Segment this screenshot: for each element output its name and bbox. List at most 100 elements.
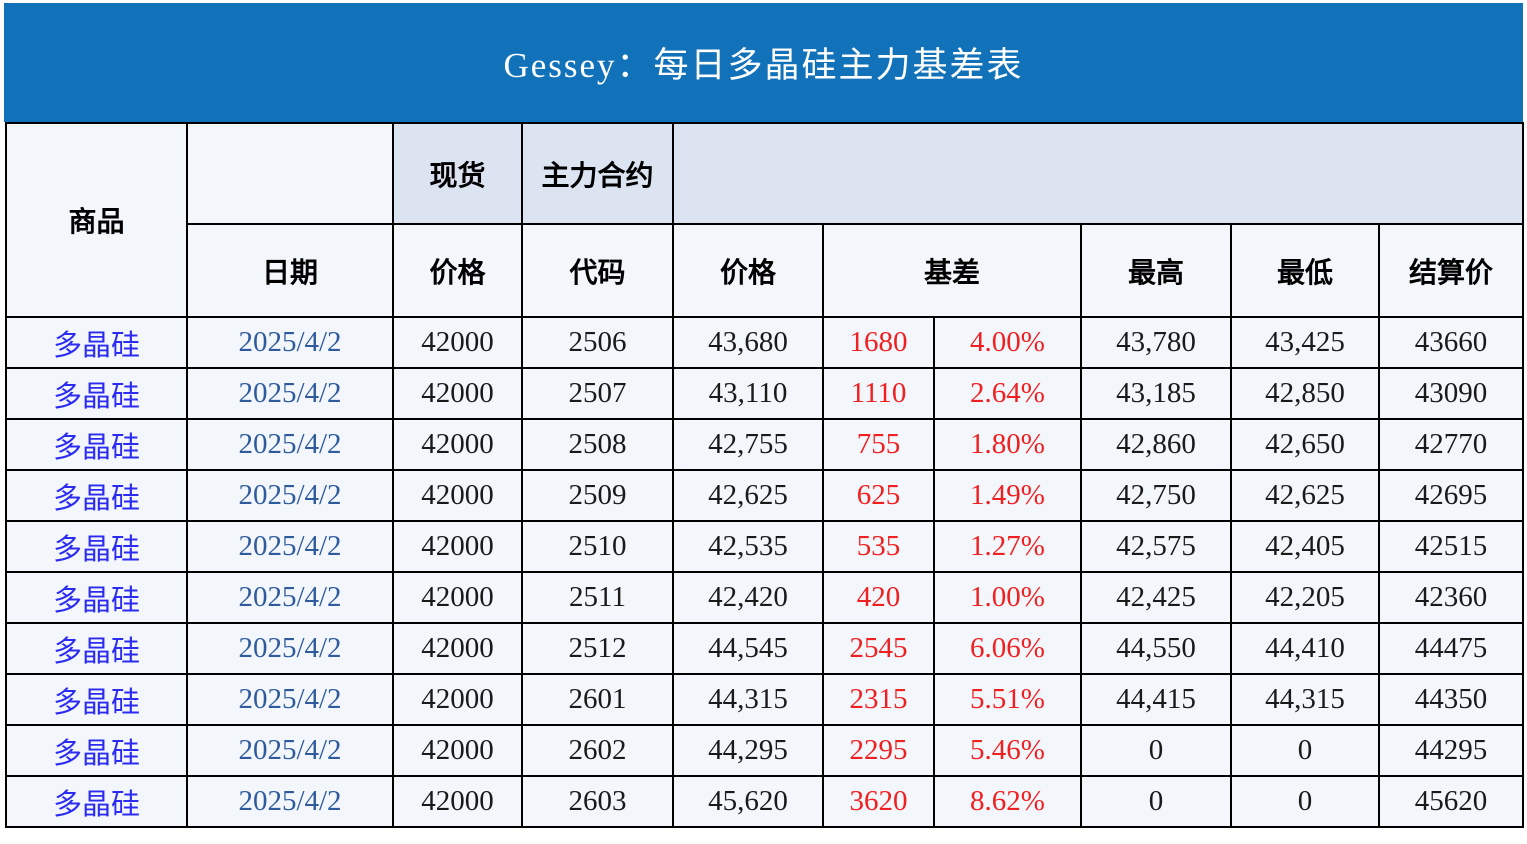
cell-commodity: 多晶硅 (5, 367, 188, 420)
cell-high: 44,415 (1080, 673, 1232, 726)
cell-basis: 1110 (822, 367, 935, 420)
table-row: 多晶硅 2025/4/2 42000 2509 42,625 625 1.49%… (5, 469, 1525, 522)
cell-spot-price: 42000 (392, 724, 523, 777)
cell-code: 2509 (521, 469, 674, 522)
cell-basis-pct: 6.06% (933, 622, 1082, 675)
table-row: 多晶硅 2025/4/2 42000 2507 43,110 1110 2.64… (5, 367, 1525, 420)
cell-low: 42,405 (1230, 520, 1380, 573)
table-row: 多晶硅 2025/4/2 42000 2506 43,680 1680 4.00… (5, 316, 1525, 369)
cell-high: 44,550 (1080, 622, 1232, 675)
cell-code: 2512 (521, 622, 674, 675)
cell-high: 42,425 (1080, 571, 1232, 624)
cell-high: 43,185 (1080, 367, 1232, 420)
cell-high: 42,575 (1080, 520, 1232, 573)
cell-commodity: 多晶硅 (5, 775, 188, 828)
cell-basis-pct: 1.00% (933, 571, 1082, 624)
cell-low: 0 (1230, 775, 1380, 828)
cell-code: 2507 (521, 367, 674, 420)
cell-high: 0 (1080, 775, 1232, 828)
cell-high: 43,780 (1080, 316, 1232, 369)
cell-basis: 2295 (822, 724, 935, 777)
cell-spot-price: 42000 (392, 316, 523, 369)
header-spot-price: 价格 (392, 223, 523, 318)
cell-price: 43,110 (672, 367, 824, 420)
cell-basis-pct: 1.49% (933, 469, 1082, 522)
cell-low: 43,425 (1230, 316, 1380, 369)
cell-settlement: 43090 (1377, 367, 1525, 420)
cell-spot-price: 42000 (392, 418, 523, 471)
header-code: 代码 (521, 223, 674, 318)
cell-date: 2025/4/2 (186, 469, 394, 522)
header-settlement: 结算价 (1377, 223, 1525, 318)
cell-basis: 2545 (822, 622, 935, 675)
header-price: 价格 (672, 223, 824, 318)
cell-low: 44,315 (1230, 673, 1380, 726)
cell-basis: 420 (822, 571, 935, 624)
title-bar: Gessey：每日多晶硅主力基差表 (4, 3, 1523, 122)
cell-basis-pct: 4.00% (933, 316, 1082, 369)
cell-date: 2025/4/2 (186, 622, 394, 675)
cell-settlement: 42515 (1377, 520, 1525, 573)
cell-price: 42,535 (672, 520, 824, 573)
header-main-contract-group: 主力合约 (521, 122, 674, 225)
cell-basis-pct: 5.46% (933, 724, 1082, 777)
header-right-spacer (671, 122, 1525, 225)
cell-spot-price: 42000 (392, 673, 523, 726)
cell-date: 2025/4/2 (186, 775, 394, 828)
cell-spot-price: 42000 (392, 469, 523, 522)
header-high: 最高 (1080, 223, 1232, 318)
cell-code: 2506 (521, 316, 674, 369)
cell-spot-price: 42000 (392, 520, 523, 573)
cell-code: 2511 (521, 571, 674, 624)
cell-commodity: 多晶硅 (5, 571, 188, 624)
cell-low: 42,850 (1230, 367, 1380, 420)
cell-date: 2025/4/2 (186, 673, 394, 726)
cell-spot-price: 42000 (392, 775, 523, 828)
cell-basis: 625 (822, 469, 935, 522)
cell-settlement: 43660 (1377, 316, 1525, 369)
cell-code: 2510 (521, 520, 674, 573)
cell-basis: 3620 (822, 775, 935, 828)
header-commodity: 商品 (5, 122, 188, 318)
header-basis: 基差 (822, 223, 1082, 318)
cell-spot-price: 42000 (392, 622, 523, 675)
table-row: 多晶硅 2025/4/2 42000 2508 42,755 755 1.80%… (5, 418, 1525, 471)
cell-code: 2601 (521, 673, 674, 726)
cell-high: 42,750 (1080, 469, 1232, 522)
cell-basis-pct: 1.27% (933, 520, 1082, 573)
cell-spot-price: 42000 (392, 571, 523, 624)
table-row: 多晶硅 2025/4/2 42000 2601 44,315 2315 5.51… (5, 673, 1525, 726)
table-row: 多晶硅 2025/4/2 42000 2511 42,420 420 1.00%… (5, 571, 1525, 624)
cell-basis-pct: 1.80% (933, 418, 1082, 471)
cell-settlement: 42695 (1377, 469, 1525, 522)
cell-code: 2602 (521, 724, 674, 777)
table-row: 多晶硅 2025/4/2 42000 2510 42,535 535 1.27%… (5, 520, 1525, 573)
cell-commodity: 多晶硅 (5, 724, 188, 777)
cell-date: 2025/4/2 (186, 418, 394, 471)
cell-settlement: 45620 (1377, 775, 1525, 828)
table-body: 多晶硅 2025/4/2 42000 2506 43,680 1680 4.00… (5, 316, 1525, 828)
cell-price: 44,295 (672, 724, 824, 777)
cell-commodity: 多晶硅 (5, 418, 188, 471)
cell-commodity: 多晶硅 (5, 622, 188, 675)
cell-low: 42,205 (1230, 571, 1380, 624)
cell-commodity: 多晶硅 (5, 316, 188, 369)
cell-settlement: 42770 (1377, 418, 1525, 471)
header-spot-group: 现货 (392, 122, 523, 225)
cell-settlement: 44295 (1377, 724, 1525, 777)
cell-commodity: 多晶硅 (5, 520, 188, 573)
cell-basis: 1680 (822, 316, 935, 369)
cell-low: 42,625 (1230, 469, 1380, 522)
cell-basis: 2315 (822, 673, 935, 726)
cell-low: 44,410 (1230, 622, 1380, 675)
cell-basis-pct: 2.64% (933, 367, 1082, 420)
cell-commodity: 多晶硅 (5, 673, 188, 726)
header-low: 最低 (1230, 223, 1380, 318)
cell-date: 2025/4/2 (186, 316, 394, 369)
page-title: Gessey：每日多晶硅主力基差表 (503, 46, 1024, 85)
cell-price: 42,755 (672, 418, 824, 471)
cell-price: 42,420 (672, 571, 824, 624)
cell-code: 2508 (521, 418, 674, 471)
cell-basis-pct: 8.62% (933, 775, 1082, 828)
cell-basis: 755 (822, 418, 935, 471)
